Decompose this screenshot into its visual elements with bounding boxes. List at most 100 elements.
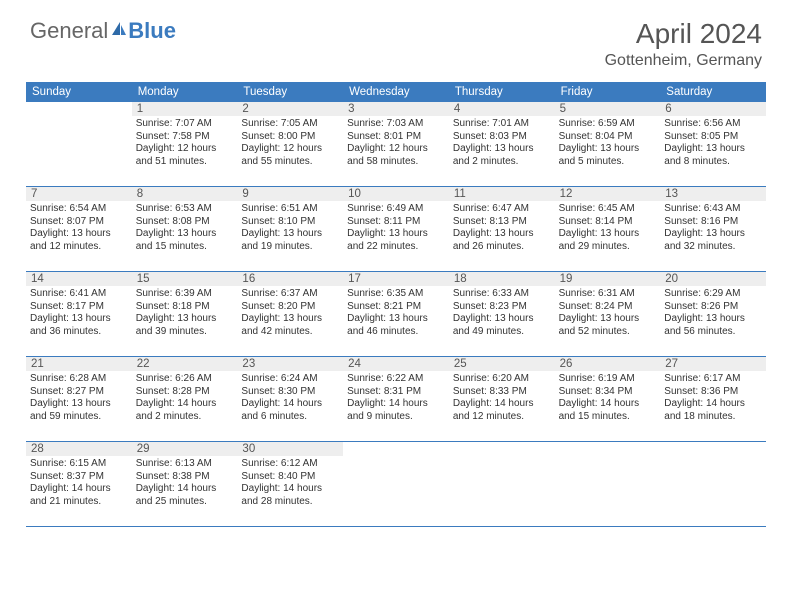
daylight-line: Daylight: 13 hours and 19 minutes. <box>241 228 339 253</box>
calendar-cell <box>449 442 555 526</box>
location: Gottenheim, Germany <box>605 52 762 70</box>
day-number: 9 <box>237 187 343 201</box>
day-headers-row: SundayMondayTuesdayWednesdayThursdayFrid… <box>26 82 766 102</box>
daylight-line: Daylight: 12 hours and 51 minutes. <box>136 143 234 168</box>
day-number: 1 <box>132 102 238 116</box>
calendar-cell <box>555 442 661 526</box>
day-number: 15 <box>132 272 238 286</box>
sunrise-line: Sunrise: 6:19 AM <box>559 373 657 386</box>
calendar-cell: 30Sunrise: 6:12 AMSunset: 8:40 PMDayligh… <box>237 442 343 526</box>
day-number: 6 <box>660 102 766 116</box>
sunrise-line: Sunrise: 6:56 AM <box>664 118 762 131</box>
week-row: 21 Sunrise: 6:28 AMSunset: 8:27 PM Dayligh… <box>26 357 766 442</box>
sunrise-line: Sunrise: 6:13 AM <box>136 458 234 471</box>
sunset-line: Sunset: 8:36 PM <box>664 386 762 399</box>
sunrise-line: Sunrise: 7:07 AM <box>136 118 234 131</box>
day-number: 13 <box>660 187 766 201</box>
daylight-line: Daylight: 13 hours and 29 minutes. <box>559 228 657 253</box>
sunrise-line: Sunrise: 6:31 AM <box>559 288 657 301</box>
day-header: Thursday <box>449 82 555 102</box>
sail-icon <box>110 18 128 44</box>
sunset-line: Sunset: 8:23 PM <box>453 301 551 314</box>
day-number: 18 <box>449 272 555 286</box>
sunrise-line: Sunrise: 6:12 AM <box>241 458 339 471</box>
daylight-line: Daylight: 13 hours and 2 minutes. <box>453 143 551 168</box>
sunset-line: Sunset: 8:37 PM <box>30 471 128 484</box>
daylight-line: Daylight: 13 hours and 22 minutes. <box>347 228 445 253</box>
calendar-cell: 27Sunrise: 6:17 AMSunset: 8:36 PMDayligh… <box>660 357 766 441</box>
day-header: Tuesday <box>237 82 343 102</box>
calendar-cell <box>660 442 766 526</box>
calendar-cell: 25Sunrise: 6:20 AMSunset: 8:33 PMDayligh… <box>449 357 555 441</box>
sunrise-line: Sunrise: 6:33 AM <box>453 288 551 301</box>
sunset-line: Sunset: 8:13 PM <box>453 216 551 229</box>
day-header: Friday <box>555 82 661 102</box>
calendar-cell: 19Sunrise: 6:31 AMSunset: 8:24 PMDayligh… <box>555 272 661 356</box>
calendar-cell: 9Sunrise: 6:51 AMSunset: 8:10 PMDaylight… <box>237 187 343 271</box>
calendar: SundayMondayTuesdayWednesdayThursdayFrid… <box>26 82 766 527</box>
day-number: 11 <box>449 187 555 201</box>
calendar-cell: 28Sunrise: 6:15 AMSunset: 8:37 PMDayligh… <box>26 442 132 526</box>
daylight-line: Daylight: 13 hours and 46 minutes. <box>347 313 445 338</box>
sunset-line: Sunset: 8:03 PM <box>453 131 551 144</box>
daylight-line: Daylight: 14 hours and 18 minutes. <box>664 398 762 423</box>
day-number: 29 <box>132 442 238 456</box>
daylight-line: Daylight: 13 hours and 39 minutes. <box>136 313 234 338</box>
daylight-line: Daylight: 13 hours and 15 minutes. <box>136 228 234 253</box>
sunset-line: Sunset: 8:04 PM <box>559 131 657 144</box>
calendar-cell: 21Sunrise: 6:28 AMSunset: 8:27 PMDayligh… <box>26 357 132 441</box>
sunset-line: Sunset: 8:31 PM <box>347 386 445 399</box>
sunrise-line: Sunrise: 6:17 AM <box>664 373 762 386</box>
page-header: General Blue April 2024 Gottenheim, Germ… <box>0 0 792 78</box>
day-number: 2 <box>237 102 343 116</box>
daylight-line: Daylight: 14 hours and 25 minutes. <box>136 483 234 508</box>
sunrise-line: Sunrise: 6:47 AM <box>453 203 551 216</box>
calendar-cell: 5Sunrise: 6:59 AMSunset: 8:04 PMDaylight… <box>555 102 661 186</box>
sunset-line: Sunset: 8:08 PM <box>136 216 234 229</box>
sunrise-line: Sunrise: 7:05 AM <box>241 118 339 131</box>
day-number: 12 <box>555 187 661 201</box>
sunset-line: Sunset: 8:00 PM <box>241 131 339 144</box>
day-header: Monday <box>132 82 238 102</box>
daylight-line: Daylight: 13 hours and 12 minutes. <box>30 228 128 253</box>
day-number: 22 <box>132 357 238 371</box>
sunset-line: Sunset: 7:58 PM <box>136 131 234 144</box>
calendar-cell: 7Sunrise: 6:54 AMSunset: 8:07 PMDaylight… <box>26 187 132 271</box>
sunrise-line: Sunrise: 6:37 AM <box>241 288 339 301</box>
sunrise-line: Sunrise: 6:28 AM <box>30 373 128 386</box>
sunset-line: Sunset: 8:28 PM <box>136 386 234 399</box>
daylight-line: Daylight: 14 hours and 28 minutes. <box>241 483 339 508</box>
calendar-cell: 6Sunrise: 6:56 AMSunset: 8:05 PMDaylight… <box>660 102 766 186</box>
calendar-cell: 14Sunrise: 6:41 AMSunset: 8:17 PMDayligh… <box>26 272 132 356</box>
sunrise-line: Sunrise: 6:15 AM <box>30 458 128 471</box>
month-title: April 2024 <box>605 18 762 50</box>
sunrise-line: Sunrise: 6:35 AM <box>347 288 445 301</box>
daylight-line: Daylight: 13 hours and 56 minutes. <box>664 313 762 338</box>
daylight-line: Daylight: 14 hours and 2 minutes. <box>136 398 234 423</box>
sunrise-line: Sunrise: 6:41 AM <box>30 288 128 301</box>
calendar-cell: 16Sunrise: 6:37 AMSunset: 8:20 PMDayligh… <box>237 272 343 356</box>
sunset-line: Sunset: 8:27 PM <box>30 386 128 399</box>
day-header: Sunday <box>26 82 132 102</box>
calendar-cell: 10Sunrise: 6:49 AMSunset: 8:11 PMDayligh… <box>343 187 449 271</box>
calendar-cell: 22 Sunrise: 6:26 AMSunset: 8:28 PMDayligh… <box>132 357 238 441</box>
sunrise-line: Sunrise: 6:24 AM <box>241 373 339 386</box>
daylight-line: Daylight: 14 hours and 15 minutes. <box>559 398 657 423</box>
daylight-line: Daylight: 12 hours and 55 minutes. <box>241 143 339 168</box>
day-number: 26 <box>555 357 661 371</box>
calendar-cell: 13Sunrise: 6:43 AMSunset: 8:16 PMDayligh… <box>660 187 766 271</box>
logo-text-blue: Blue <box>128 18 176 44</box>
sunrise-line: Sunrise: 6:26 AM <box>136 373 234 386</box>
calendar-cell: 3Sunrise: 7:03 AMSunset: 8:01 PMDaylight… <box>343 102 449 186</box>
calendar-cell: 17Sunrise: 6:35 AMSunset: 8:21 PMDayligh… <box>343 272 449 356</box>
calendar-cell: 4Sunrise: 7:01 AMSunset: 8:03 PMDaylight… <box>449 102 555 186</box>
logo-text-general: General <box>30 18 108 44</box>
sunset-line: Sunset: 8:24 PM <box>559 301 657 314</box>
calendar-cell: 18Sunrise: 6:33 AMSunset: 8:23 PMDayligh… <box>449 272 555 356</box>
week-row: 1Sunrise: 7:07 AMSunset: 7:58 PMDaylight… <box>26 102 766 187</box>
daylight-line: Daylight: 14 hours and 6 minutes. <box>241 398 339 423</box>
day-number: 21 <box>26 357 132 371</box>
sunset-line: Sunset: 8:18 PM <box>136 301 234 314</box>
sunset-line: Sunset: 8:05 PM <box>664 131 762 144</box>
day-number: 19 <box>555 272 661 286</box>
